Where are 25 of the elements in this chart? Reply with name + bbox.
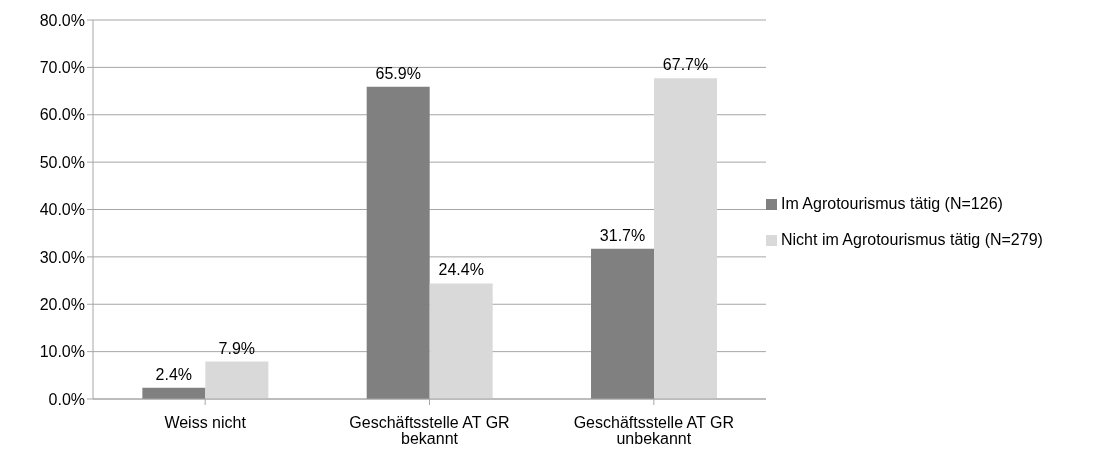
legend-label: Im Agrotourismus tätig (N=126) <box>781 195 1004 213</box>
data-label: 31.7% <box>599 226 646 244</box>
x-tick-label: Geschäftsstelle AT GR unbekannt <box>573 414 735 448</box>
y-tick-label: 40.0% <box>39 201 85 219</box>
y-tick-label: 60.0% <box>39 106 85 124</box>
y-tick-label: 30.0% <box>39 248 85 266</box>
data-label: 67.7% <box>662 56 709 74</box>
data-label: 65.9% <box>375 64 421 82</box>
bar <box>429 283 493 399</box>
y-tick-label: 70.0% <box>39 59 85 77</box>
bar <box>591 248 655 399</box>
y-tick-label: 0.0% <box>48 390 85 408</box>
bar <box>366 86 430 399</box>
x-tick-label: Weiss nicht <box>164 414 247 432</box>
data-label: 7.9% <box>218 339 256 357</box>
legend-label: Nicht im Agrotourismus tätig (N=279) <box>781 231 1044 249</box>
x-tick-label: Geschäftsstelle AT GR bekannt <box>349 414 510 448</box>
y-tick-label: 80.0% <box>39 11 85 29</box>
y-tick-label: 10.0% <box>39 343 85 361</box>
y-tick-label: 20.0% <box>39 295 85 313</box>
data-label: 2.4% <box>155 365 193 383</box>
bar <box>205 361 269 399</box>
bar <box>654 78 718 399</box>
data-label: 24.4% <box>438 261 484 279</box>
y-tick-label: 50.0% <box>39 153 85 171</box>
